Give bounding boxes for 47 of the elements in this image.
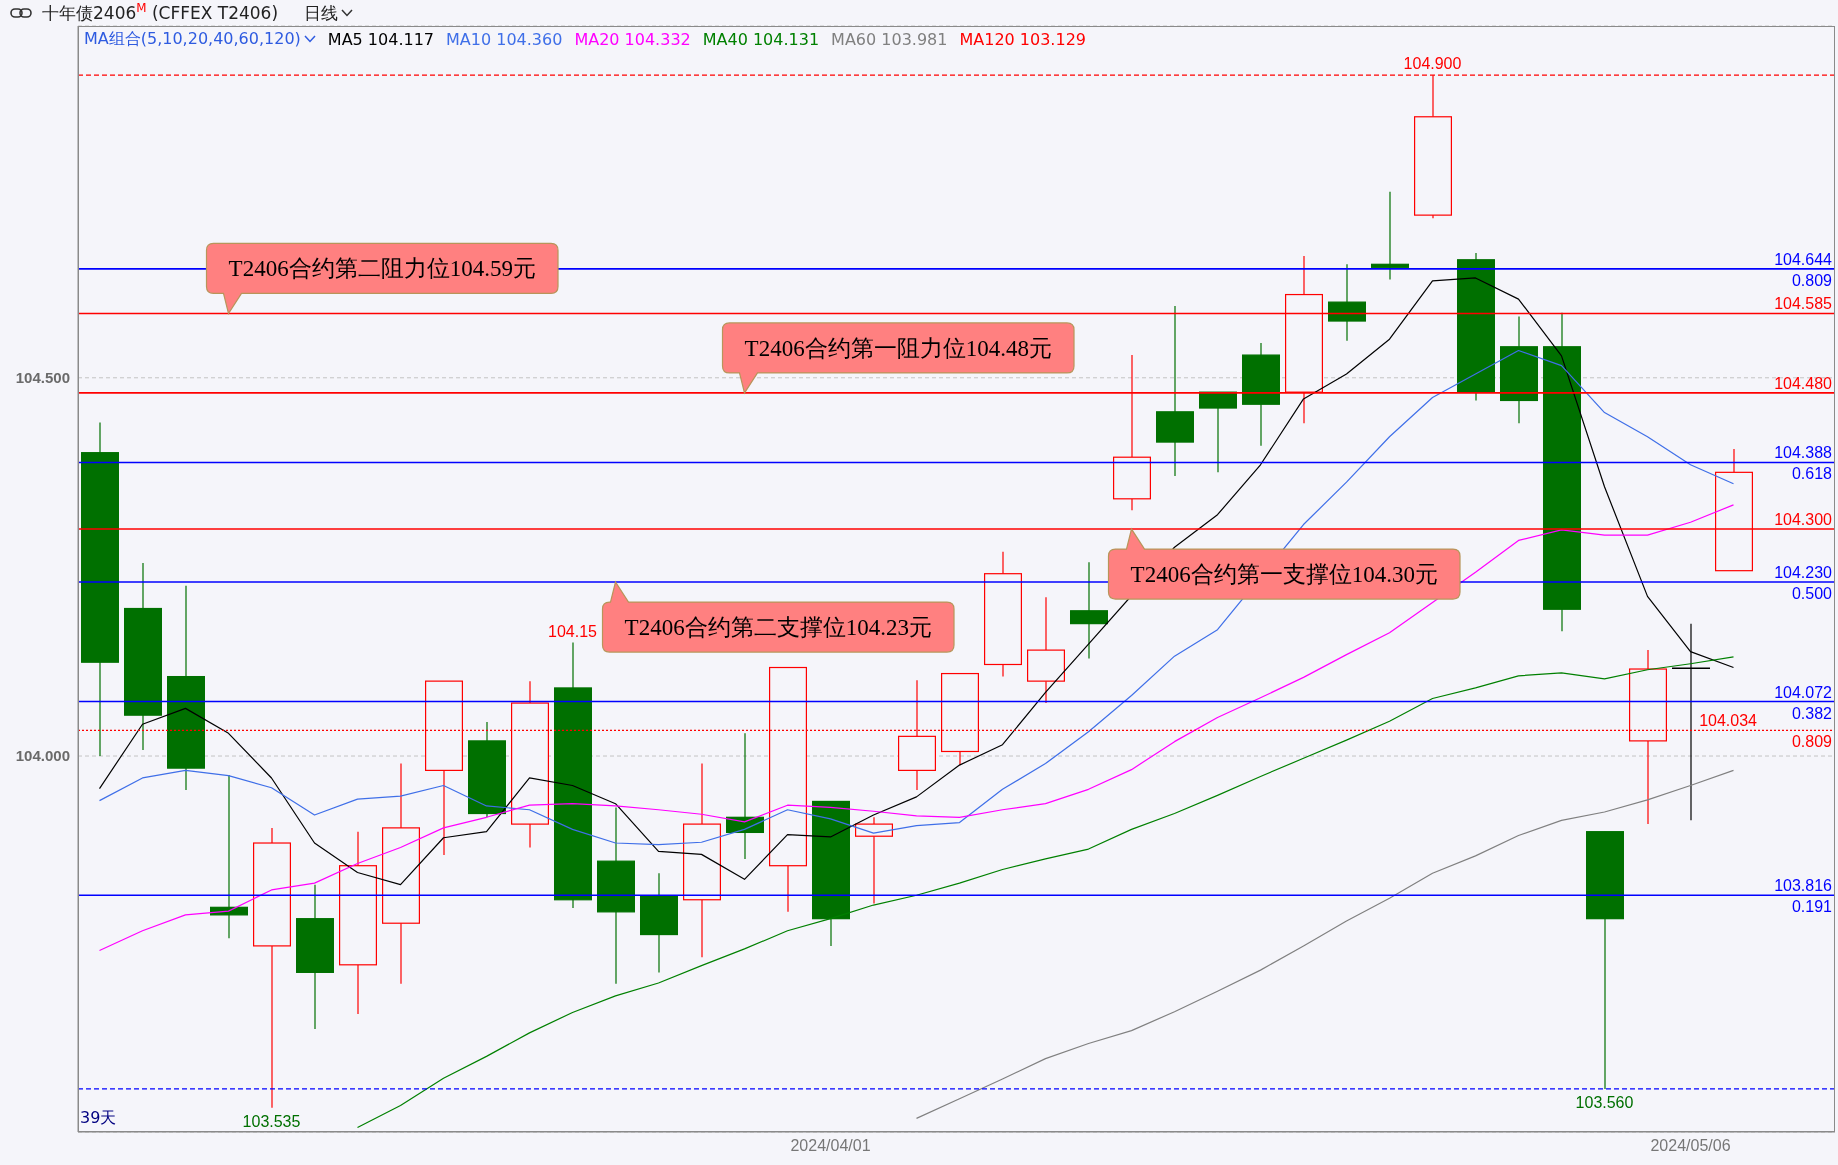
- annotation: 0.500: [1791, 585, 1833, 603]
- candlestick: [1070, 561, 1108, 660]
- annotation: 0.809: [1791, 271, 1833, 289]
- chart-subtitle: 日线: [304, 1, 339, 25]
- candlestick: [984, 551, 1022, 678]
- annotation: 104.644: [1774, 250, 1833, 268]
- legend-label: MA120 103.129: [959, 29, 1086, 49]
- candlestick: [339, 831, 377, 1015]
- y-tick-label: 104.000: [15, 747, 70, 765]
- text: MA5 104.117: [327, 29, 435, 49]
- candlestick: [210, 774, 248, 939]
- annotation: 0.382: [1791, 704, 1833, 722]
- annotation: 104.480: [1774, 374, 1833, 392]
- annotation: 103.560: [1575, 1093, 1634, 1111]
- candlestick: [382, 762, 420, 985]
- annotation: 104.15: [548, 622, 598, 640]
- annotation: 104.585: [1774, 295, 1833, 313]
- candlestick: [1027, 596, 1065, 704]
- annotation: T2406合约第一阻力位104.48元: [744, 335, 1052, 361]
- annotation: 0.618: [1791, 465, 1833, 483]
- annotation: T2406合约第二支撑位104.23元: [624, 615, 932, 641]
- annotation: 103.816: [1774, 877, 1833, 895]
- candlestick: [1371, 191, 1409, 281]
- annotation: 104.230: [1774, 564, 1833, 582]
- text: MA10 104.360: [446, 29, 563, 49]
- candlestick: [683, 762, 721, 958]
- annotation: 39天: [80, 1108, 117, 1129]
- text: MA20 104.332: [574, 29, 691, 49]
- annotation: 104.388: [1774, 444, 1833, 462]
- annotation: 0.191: [1791, 898, 1833, 916]
- annotation: 103.535: [242, 1112, 301, 1130]
- annotation: T2406合约第一支撑位104.30元: [1130, 562, 1438, 588]
- annotation: 104.034: [1699, 712, 1758, 730]
- annotation: 104.900: [1403, 55, 1462, 73]
- annotation: T2406合约第二阻力位104.59元: [228, 256, 536, 282]
- line-series: [915, 769, 1735, 1119]
- candlestick: [253, 827, 291, 1109]
- annotation: 104.300: [1774, 511, 1833, 529]
- text: MA60 103.981: [831, 29, 948, 49]
- text: MA40 104.131: [702, 29, 820, 49]
- chart-title: 十年债2406$^{M}$ (CFFEX T2406): [42, 1, 279, 25]
- annotation: 104.072: [1774, 683, 1833, 701]
- y-tick-label: 104.500: [15, 369, 70, 387]
- annotation: 0.809: [1791, 733, 1833, 751]
- x-tick-label: 2024/05/06: [1650, 1137, 1731, 1155]
- x-tick-label: 2024/04/01: [790, 1137, 871, 1155]
- legend-title: MA组合(5,10,20,40,60,120): [84, 28, 301, 50]
